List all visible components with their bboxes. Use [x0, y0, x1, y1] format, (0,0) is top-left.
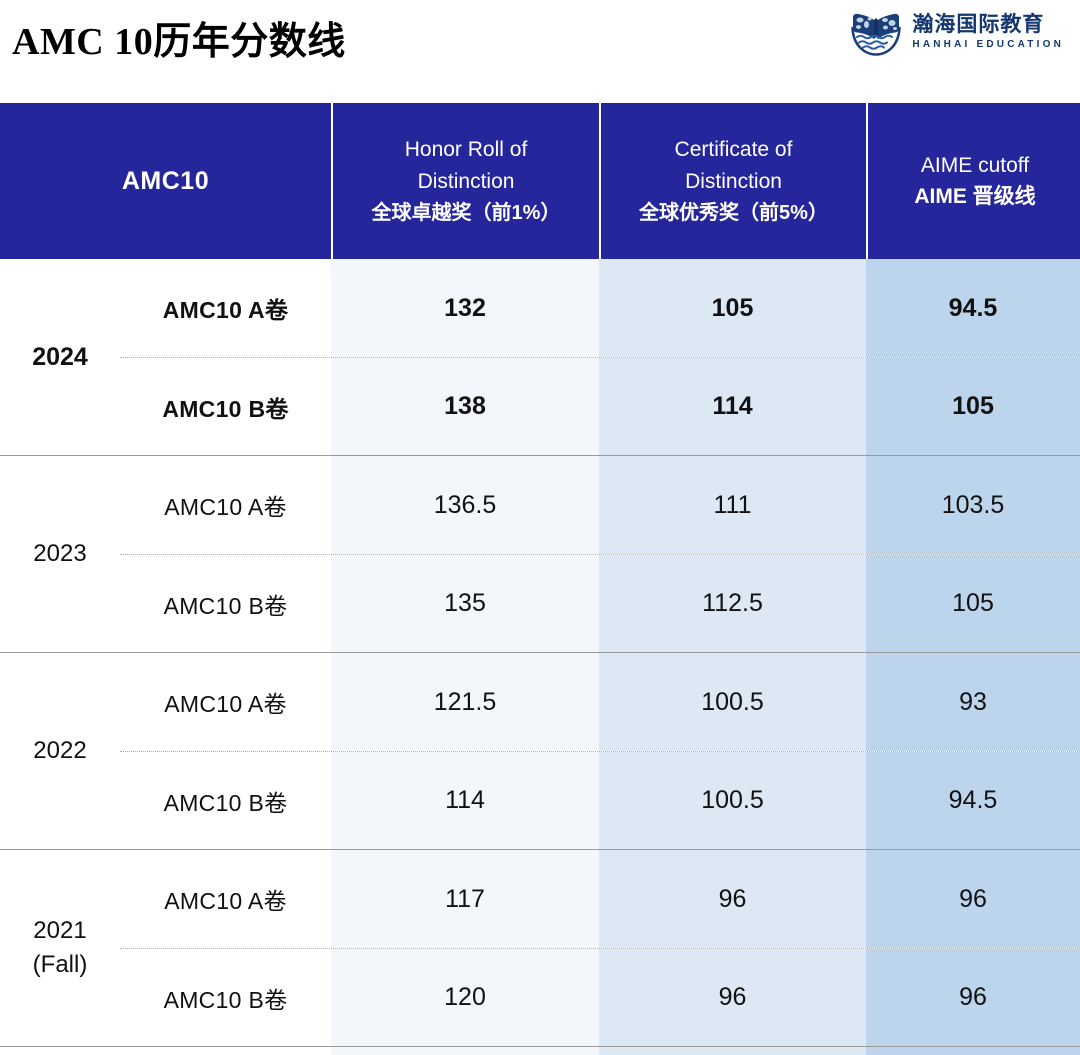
cell-exam: AMC10 B卷 — [120, 752, 331, 849]
year-group: 2021 (Fall) AMC10 A卷 117 96 96 AMC10 B卷 120 96 96 — [0, 849, 1080, 1046]
year-label-cell: 2021 (Fall) — [0, 850, 120, 1046]
header-divider — [331, 103, 333, 259]
cell-aime: 103.5 — [866, 1047, 1080, 1055]
cell-aime: 105 — [866, 358, 1080, 455]
cell-certificate: 112.5 — [599, 555, 866, 652]
year-group-rows: AMC10 A卷 136.5 111 103.5 AMC10 B卷 135 112.5 105 — [120, 456, 1080, 652]
table-row: AMC10 A卷 136.5 111 103.5 — [120, 456, 1080, 554]
table-row: AMC10 A卷 132 105 94.5 — [120, 259, 1080, 357]
cell-certificate: 100.5 — [599, 752, 866, 849]
table-row: AMC10 A卷132103.5103.5 — [120, 1047, 1080, 1055]
year-label-cell: 2024 — [0, 259, 120, 455]
cell-exam: AMC10 A卷 — [120, 456, 331, 554]
honor-roll-line2: Distinction — [417, 169, 515, 193]
year-season: (Fall) — [32, 951, 88, 978]
cell-certificate: 96 — [599, 850, 866, 948]
year-group: 2023 AMC10 A卷 136.5 111 103.5 AMC10 B卷 135 112.… — [0, 455, 1080, 652]
brand-name-cn: 瀚海国际教育 — [912, 13, 1045, 36]
page-header: AMC 10历年分数线 — [0, 0, 1080, 103]
table-row: AMC10 B卷 120 96 96 — [120, 948, 1080, 1046]
aime-line1: AIME cutoff — [920, 154, 1030, 177]
cell-aime: 96 — [866, 949, 1080, 1046]
brand-logo: 瀚海国际教育 HANHAI EDUCATION — [850, 8, 1064, 56]
cell-certificate: 105 — [599, 259, 866, 357]
year-value: 2021 — [33, 917, 87, 944]
year-label-cell: 2022 — [0, 653, 120, 849]
column-header-honor-roll: Honor Roll of Distinction 全球卓越奖（前1%） — [333, 103, 599, 259]
cell-certificate: 100.5 — [599, 653, 866, 751]
cell-exam: AMC10 A卷 — [120, 850, 331, 948]
year-value: 2023 — [33, 540, 87, 567]
cell-honor-roll: 121.5 — [331, 653, 599, 751]
year-group-rows: AMC10 A卷 121.5 100.5 93 AMC10 B卷 114 100.5 94.5 — [120, 653, 1080, 849]
column-header-aime: AIME cutoff AIME 晋级线 — [868, 103, 1080, 259]
cell-exam: AMC10 A卷 — [120, 1047, 331, 1055]
cell-honor-roll: 135 — [331, 555, 599, 652]
open-book-globe-icon — [850, 8, 902, 56]
cell-exam: AMC10 A卷 — [120, 259, 331, 357]
year-label-cell: 2021(Spring) — [0, 1047, 120, 1055]
year-value: 2022 — [33, 737, 87, 764]
cell-aime: 105 — [866, 555, 1080, 652]
year-label-cell: 2023 — [0, 456, 120, 652]
cell-honor-roll: 117 — [331, 850, 599, 948]
header-divider — [599, 103, 601, 259]
cell-honor-roll: 136.5 — [331, 456, 599, 554]
cell-aime: 94.5 — [866, 752, 1080, 849]
column-header-exam-label: AMC10 — [121, 166, 210, 195]
certificate-line1: Certificate of — [674, 137, 793, 161]
certificate-line-cn: 全球优秀奖（前5%） — [639, 201, 828, 224]
honor-roll-line1: Honor Roll of — [404, 137, 528, 161]
score-cutoff-table: AMC10 Honor Roll of Distinction 全球卓越奖（前1… — [0, 103, 1080, 1055]
honor-roll-line-cn: 全球卓越奖（前1%） — [371, 201, 561, 224]
cell-certificate: 103.5 — [599, 1047, 866, 1055]
cell-certificate: 96 — [599, 949, 866, 1046]
cell-aime: 103.5 — [866, 456, 1080, 554]
aime-line-cn: AIME 晋级线 — [914, 185, 1036, 208]
cell-exam: AMC10 B卷 — [120, 555, 331, 652]
year-group: 2024 AMC10 A卷 132 105 94.5 AMC10 B卷 138 114 105 — [0, 259, 1080, 455]
cell-honor-roll: 138 — [331, 358, 599, 455]
cell-exam: AMC10 A卷 — [120, 653, 331, 751]
cell-aime: 93 — [866, 653, 1080, 751]
table-row: AMC10 A卷 117 96 96 — [120, 850, 1080, 948]
cell-honor-roll: 132 — [331, 1047, 599, 1055]
year-group: 2022 AMC10 A卷 121.5 100.5 93 AMC10 B卷 114 100.5… — [0, 652, 1080, 849]
cell-certificate: 111 — [599, 456, 866, 554]
cell-honor-roll: 114 — [331, 752, 599, 849]
table-body: 2024 AMC10 A卷 132 105 94.5 AMC10 B卷 138 114 105 2… — [0, 259, 1080, 1055]
year-value: 2024 — [32, 343, 88, 371]
brand-name-en: HANHAI EDUCATION — [912, 39, 1064, 50]
cell-certificate: 114 — [599, 358, 866, 455]
table-row: AMC10 A卷 121.5 100.5 93 — [120, 653, 1080, 751]
cell-honor-roll: 132 — [331, 259, 599, 357]
column-header-exam: AMC10 — [0, 103, 331, 259]
table-row: AMC10 B卷 138 114 105 — [120, 357, 1080, 455]
year-group-rows: AMC10 A卷 117 96 96 AMC10 B卷 120 96 96 — [120, 850, 1080, 1046]
year-group-rows: AMC10 A卷 132 105 94.5 AMC10 B卷 138 114 105 — [120, 259, 1080, 455]
cell-exam: AMC10 B卷 — [120, 949, 331, 1046]
certificate-line2: Distinction — [685, 169, 782, 193]
cell-honor-roll: 120 — [331, 949, 599, 1046]
cell-exam: AMC10 B卷 — [120, 358, 331, 455]
table-row: AMC10 B卷 135 112.5 105 — [120, 554, 1080, 652]
header-divider — [866, 103, 868, 259]
cell-aime: 96 — [866, 850, 1080, 948]
table-header-row: AMC10 Honor Roll of Distinction 全球卓越奖（前1… — [0, 103, 1080, 259]
brand-logo-text: 瀚海国际教育 HANHAI EDUCATION — [912, 14, 1064, 50]
table-row: AMC10 B卷 114 100.5 94.5 — [120, 751, 1080, 849]
column-header-certificate: Certificate of Distinction 全球优秀奖（前5%） — [601, 103, 866, 259]
page-title: AMC 10历年分数线 — [12, 21, 346, 63]
cell-aime: 94.5 — [866, 259, 1080, 357]
